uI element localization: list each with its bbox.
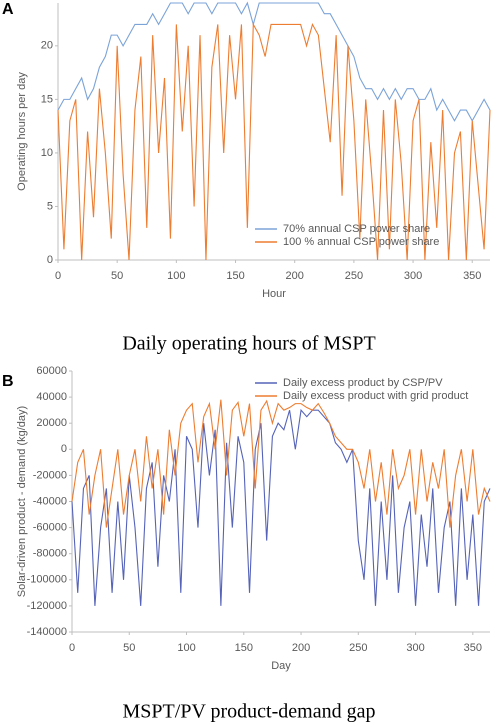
x-axis-label: Day xyxy=(271,660,291,672)
x-tick-label: 300 xyxy=(404,270,422,282)
x-tick-label: 0 xyxy=(55,270,61,282)
x-tick-label: 150 xyxy=(226,270,244,282)
caption: MSPT/PV product-demand gap xyxy=(123,701,376,723)
y-tick-label: 20 xyxy=(41,40,53,52)
x-tick-label: 100 xyxy=(167,270,185,282)
y-tick-label: -20000 xyxy=(33,469,67,481)
series-line xyxy=(71,399,491,528)
x-tick-label: 300 xyxy=(406,642,424,654)
y-tick-label: -80000 xyxy=(33,548,67,560)
legend-label: 100 % annual CSP power share xyxy=(283,236,439,248)
x-tick-label: 0 xyxy=(69,642,75,654)
y-tick-label: 0 xyxy=(61,443,67,455)
y-tick-label: 5 xyxy=(47,200,53,212)
legend-label: Daily excess product by CSP/PV xyxy=(283,377,443,389)
caption: Daily operating hours of MSPT xyxy=(122,333,375,355)
y-tick-label: 0 xyxy=(47,254,53,266)
x-tick-label: 200 xyxy=(292,642,310,654)
y-tick-label: -60000 xyxy=(33,522,67,534)
series-line xyxy=(57,1,491,122)
series-line xyxy=(57,22,491,261)
y-tick-label: 15 xyxy=(41,93,53,105)
y-tick-label: 60000 xyxy=(36,365,67,377)
panel-label: B xyxy=(2,373,14,390)
y-axis-label: Operating hours per day xyxy=(16,72,28,191)
y-tick-label: -140000 xyxy=(27,626,67,638)
x-tick-label: 200 xyxy=(286,270,304,282)
x-tick-label: 250 xyxy=(349,642,367,654)
x-tick-label: 50 xyxy=(123,642,135,654)
y-tick-label: -100000 xyxy=(27,574,67,586)
x-tick-label: 100 xyxy=(177,642,195,654)
x-tick-label: 350 xyxy=(463,270,481,282)
y-tick-label: 10 xyxy=(41,147,53,159)
panel-label: A xyxy=(2,1,14,18)
legend-label: Daily excess product with grid product xyxy=(283,390,468,402)
legend-label: 70% annual CSP power share xyxy=(283,223,430,235)
y-tick-label: -120000 xyxy=(27,600,67,612)
x-tick-label: 350 xyxy=(464,642,482,654)
y-axis-label: Solar-driven product - demand (kg/day) xyxy=(16,406,28,597)
x-tick-label: 50 xyxy=(111,270,123,282)
x-tick-label: 250 xyxy=(345,270,363,282)
x-axis-label: Hour xyxy=(262,288,286,300)
y-tick-label: 20000 xyxy=(36,417,67,429)
y-tick-label: 40000 xyxy=(36,391,67,403)
x-tick-label: 150 xyxy=(235,642,253,654)
y-tick-label: -40000 xyxy=(33,495,67,507)
series-line xyxy=(71,408,491,606)
